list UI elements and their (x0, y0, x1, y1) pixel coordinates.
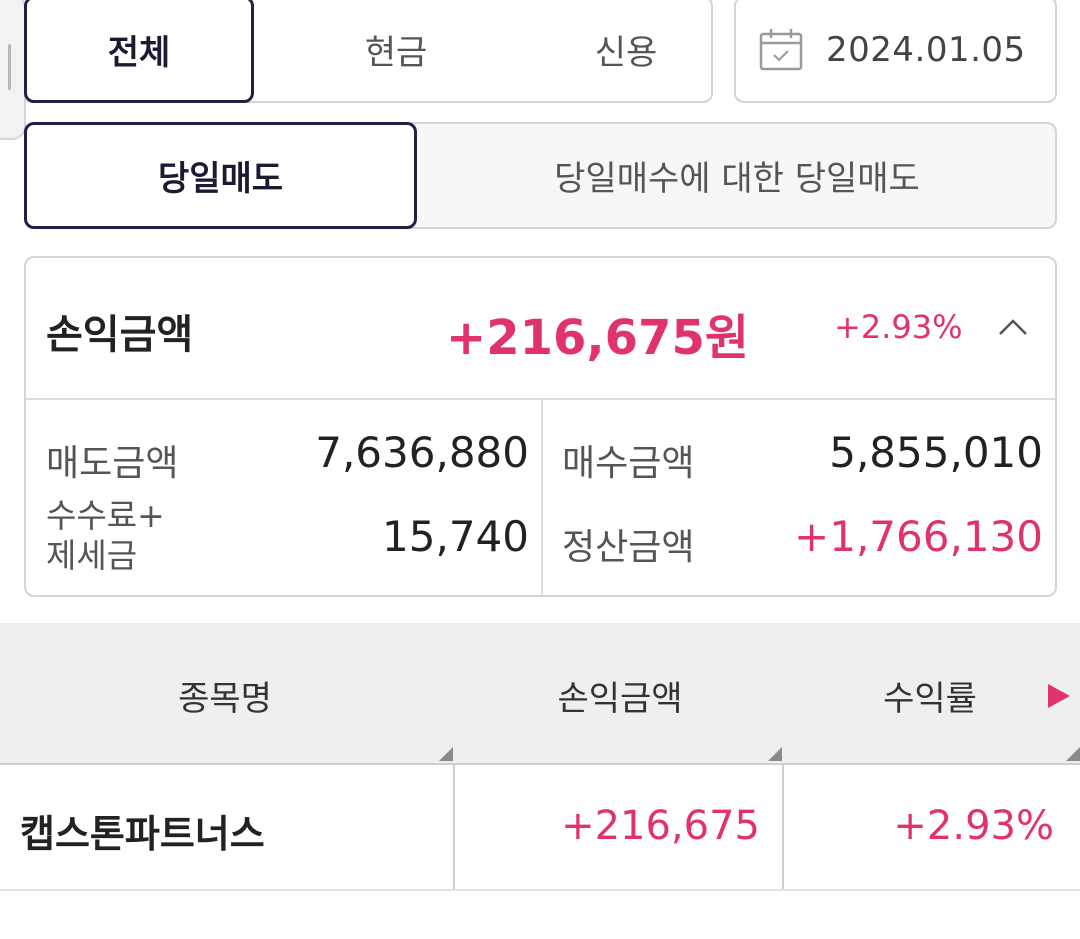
settlement-label: 정산금액 (562, 527, 695, 568)
stock-profit: +216,675 (561, 803, 760, 849)
segment-credit[interactable]: 신용 (594, 33, 658, 73)
date-picker[interactable]: 2024.01.05 (734, 0, 1057, 103)
column-header-name[interactable]: 종목명 (178, 679, 272, 719)
column-header-profit[interactable]: 손익금액 (557, 679, 683, 719)
fee-tax-value: 15,740 (382, 512, 529, 561)
cell-divider (453, 765, 455, 889)
scroll-right-arrow-icon[interactable] (1046, 682, 1072, 710)
profit-label: 손익금액 (46, 312, 194, 358)
buy-amount-label: 매수금액 (562, 443, 695, 484)
settlement-value: +1,766,130 (794, 512, 1043, 561)
fee-tax-label-line1: 수수료+ (46, 496, 165, 535)
segment-all[interactable]: 전체 (24, 0, 254, 103)
sell-amount-label: 매도금액 (46, 443, 179, 484)
profit-amount: +216,675원 (446, 310, 750, 366)
calendar-icon (759, 28, 803, 70)
column-resize-corner (768, 747, 782, 761)
date-value: 2024.01.05 (826, 29, 1026, 70)
sell-amount-value: 7,636,880 (315, 428, 529, 477)
stock-name: 캡스톤파트너스 (20, 812, 265, 856)
profit-rate: +2.93% (834, 308, 963, 346)
sell-type-segment: 당일매도 당일매수에 대한 당일매도 (24, 122, 1057, 229)
table-row[interactable]: 캡스톤파트너스 +216,675 +2.93% (0, 765, 1080, 891)
segment-same-day-buy-sell[interactable]: 당일매수에 대한 당일매도 (554, 159, 920, 199)
segment-same-day-sell[interactable]: 당일매도 (24, 122, 417, 229)
column-resize-corner (1066, 747, 1080, 761)
account-type-segment: 전체 현금 신용 (24, 0, 713, 103)
chevron-up-icon[interactable] (996, 310, 1030, 344)
stock-rate: +2.93% (893, 803, 1054, 849)
cell-divider (782, 765, 784, 889)
profit-summary-card: 손익금액 +216,675원 +2.93% 매도금액 7,636,880 매수금… (24, 256, 1057, 597)
column-divider (541, 400, 543, 595)
drawer-grip (8, 44, 11, 90)
fee-tax-label-line2: 제세금 (46, 536, 138, 575)
table-header: 종목명 손익금액 수익률 (0, 623, 1080, 765)
profit-summary-header[interactable]: 손익금액 +216,675원 +2.93% (26, 258, 1055, 400)
side-drawer-handle[interactable] (0, 0, 26, 140)
fee-tax-label: 수수료+ 제세금 (46, 496, 165, 576)
column-resize-corner (439, 747, 453, 761)
segment-cash[interactable]: 현금 (364, 33, 428, 73)
column-header-rate[interactable]: 수익률 (883, 679, 977, 719)
buy-amount-value: 5,855,010 (829, 428, 1043, 477)
